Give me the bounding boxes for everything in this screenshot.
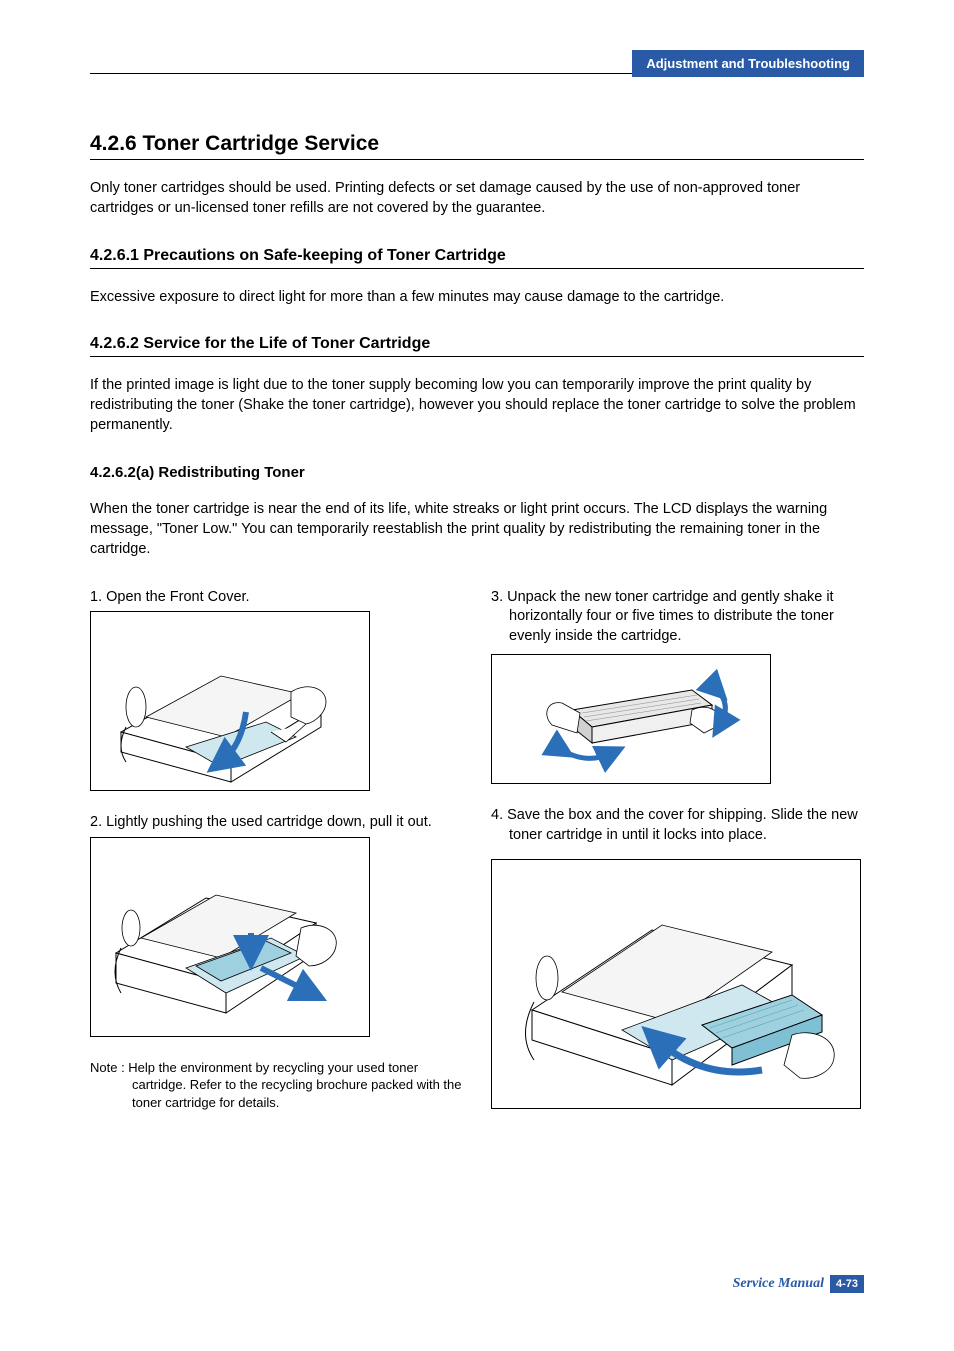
subsection-1-title: 4.2.6.1 Precautions on Safe-keeping of T…	[90, 247, 864, 269]
recycling-note: Note : Help the environment by recycling…	[90, 1059, 463, 1112]
figure-3-shake-cartridge	[491, 654, 771, 784]
left-column: 1. Open the Front Cover.	[90, 588, 463, 1132]
figure-2-remove-cartridge	[90, 837, 370, 1037]
section-intro: Only toner cartridges should be used. Pr…	[90, 178, 864, 219]
figure-4-insert-cartridge	[491, 859, 861, 1109]
steps-columns: 1. Open the Front Cover.	[90, 588, 864, 1132]
page-footer: Service Manual 4-73	[733, 1275, 864, 1293]
section-title: 4.2.6 Toner Cartridge Service	[90, 132, 864, 160]
step-1-text: 1. Open the Front Cover.	[90, 588, 463, 608]
figure-1-open-cover	[90, 611, 370, 791]
right-column: 3. Unpack the new toner cartridge and ge…	[491, 588, 864, 1132]
footer-label: Service Manual	[733, 1276, 824, 1292]
header-banner: Adjustment and Troubleshooting	[632, 50, 864, 77]
step-2-text: 2. Lightly pushing the used cartridge do…	[90, 813, 463, 833]
subsection-2a-title: 4.2.6.2(a) Redistributing Toner	[90, 464, 864, 481]
step-4-text: 4. Save the box and the cover for shippi…	[491, 806, 864, 845]
subsection-2-title: 4.2.6.2 Service for the Life of Toner Ca…	[90, 335, 864, 357]
subsection-1-text: Excessive exposure to direct light for m…	[90, 287, 864, 307]
footer-page-number: 4-73	[830, 1275, 864, 1293]
subsection-2a-intro: When the toner cartridge is near the end…	[90, 499, 864, 560]
subsection-2-text: If the printed image is light due to the…	[90, 375, 864, 436]
step-3-text: 3. Unpack the new toner cartridge and ge…	[491, 588, 864, 647]
